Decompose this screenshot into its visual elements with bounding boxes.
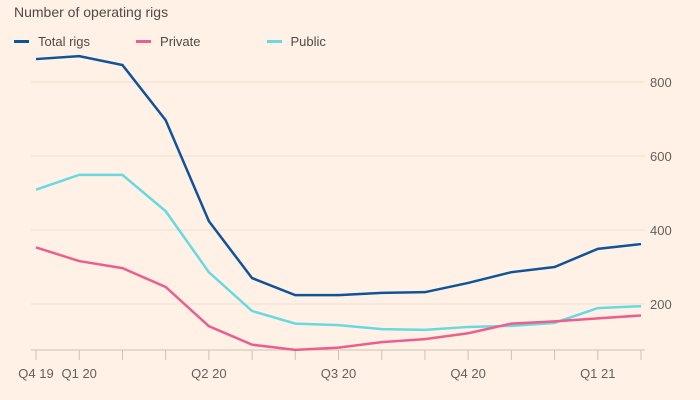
legend-item-public: Public bbox=[266, 34, 326, 49]
legend-label-public: Public bbox=[290, 34, 326, 49]
x-tick-label: Q1 20 bbox=[62, 366, 97, 381]
legend: Total rigs Private Public bbox=[14, 34, 354, 49]
y-tick-label-600: 600 bbox=[650, 149, 672, 164]
x-tick-label: Q3 20 bbox=[321, 366, 356, 381]
legend-label-total: Total rigs bbox=[38, 34, 91, 49]
series-line-private bbox=[35, 246, 642, 352]
y-tick-label-800: 800 bbox=[650, 75, 672, 90]
series-line-public bbox=[35, 173, 642, 332]
x-tick-label: Q1 21 bbox=[580, 366, 615, 381]
legend-label-private: Private bbox=[160, 34, 201, 49]
legend-item-total: Total rigs bbox=[14, 34, 90, 49]
y-tick-label-200: 200 bbox=[650, 297, 672, 312]
series-line-total-rigs bbox=[35, 54, 642, 297]
x-tick-label: Q2 20 bbox=[191, 366, 226, 381]
x-tick-label: Q4 19 bbox=[18, 366, 53, 381]
x-tick-label: Q4 20 bbox=[450, 366, 485, 381]
legend-swatch-total bbox=[14, 40, 29, 43]
legend-item-private: Private bbox=[136, 34, 201, 49]
y-tick-label-400: 400 bbox=[650, 223, 672, 238]
chart-title: Number of operating rigs bbox=[14, 4, 169, 20]
legend-swatch-private bbox=[136, 40, 152, 43]
legend-swatch-public bbox=[266, 40, 282, 43]
